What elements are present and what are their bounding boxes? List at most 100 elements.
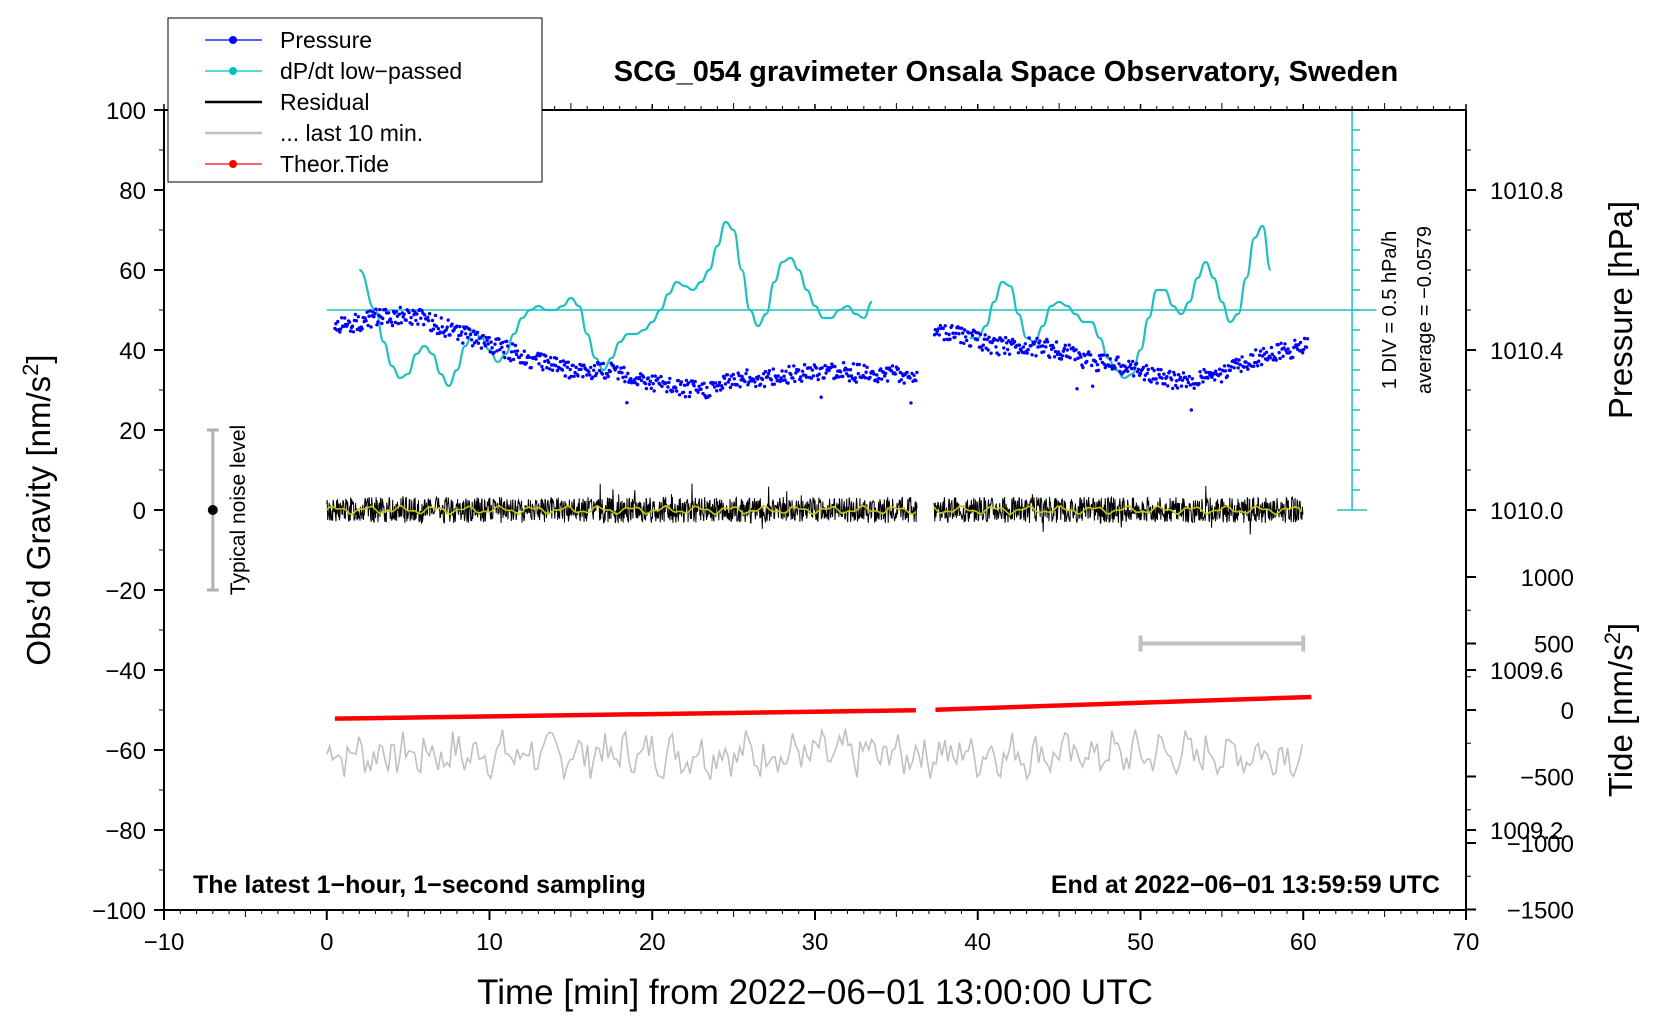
pressure-point	[787, 364, 791, 369]
y-tick-label: −60	[105, 738, 146, 765]
pressure-point	[947, 332, 951, 337]
pressure-point	[1190, 377, 1195, 381]
pressure-point	[598, 362, 603, 366]
pressure-point	[404, 318, 408, 322]
pressure-point	[905, 370, 909, 375]
pressure-point	[800, 369, 805, 373]
pressure-point	[1183, 375, 1188, 379]
pressure-point	[495, 349, 499, 353]
y-axis-label-tide: Tide [nm/s2]	[1600, 623, 1640, 797]
pressure-point	[1180, 378, 1185, 382]
pressure-point	[565, 365, 569, 369]
pressure-point	[554, 356, 559, 361]
pressure-point	[399, 321, 403, 325]
pressure-point	[957, 332, 961, 336]
tide-tick-label: 500	[1534, 632, 1574, 659]
pressure-point	[876, 380, 880, 384]
pressure-point	[415, 312, 419, 316]
legend-label: dP/dt low−passed	[280, 58, 462, 84]
pressure-point	[1144, 363, 1149, 368]
pressure-point	[982, 337, 986, 341]
pressure-point	[455, 324, 459, 328]
pressure-point	[748, 375, 752, 380]
pressure-point	[347, 320, 352, 324]
series-tide	[334, 708, 916, 721]
pressure-point	[470, 344, 475, 348]
pressure-point	[479, 346, 484, 350]
pressure-point	[356, 315, 360, 319]
pressure-point	[460, 330, 464, 334]
pressure-point	[469, 338, 474, 342]
pressure-point	[1154, 377, 1158, 381]
pressure-point	[412, 313, 416, 317]
pressure-point	[368, 309, 372, 313]
pressure-point	[725, 373, 730, 377]
pressure-point	[754, 384, 758, 389]
pressure-point	[883, 374, 887, 378]
pressure-point	[375, 323, 379, 327]
pressure-point	[434, 324, 439, 328]
pressure-point	[481, 333, 485, 338]
pressure-point	[975, 338, 980, 342]
pressure-point	[839, 370, 843, 374]
pressure-point	[1138, 371, 1143, 376]
axes: −10 0 10 20 30 40 50 60 70100806040200−20−40−60−…	[92, 98, 1574, 956]
pressure-point	[1176, 373, 1181, 377]
pressure-point	[517, 355, 522, 360]
pressure-point	[419, 316, 423, 320]
pressure-point	[1257, 359, 1261, 363]
pressure-point	[1213, 378, 1217, 382]
pressure-point	[475, 330, 480, 335]
legend-marker	[229, 36, 237, 44]
pressure-point	[779, 376, 783, 380]
pressure-point	[1219, 380, 1224, 384]
pressure-point	[1197, 381, 1201, 386]
pressure-point	[450, 322, 454, 326]
pressure-point	[1131, 359, 1135, 364]
pressure-point	[651, 382, 655, 386]
pressure-point	[351, 330, 356, 334]
pressure-point	[1034, 354, 1038, 358]
pressure-point	[1016, 351, 1021, 355]
pressure-point	[1187, 374, 1192, 379]
x-tick-label: 60	[1290, 929, 1317, 956]
pressure-point	[589, 365, 593, 370]
pressure-point	[791, 376, 795, 380]
tide-tick-label: 1000	[1521, 565, 1574, 592]
pressure-point	[488, 350, 492, 354]
pressure-point	[848, 368, 853, 372]
pressure-tick-label: 1009.6	[1490, 658, 1563, 685]
pressure-point	[1132, 366, 1137, 370]
pressure-point	[1236, 366, 1240, 370]
pressure-point	[489, 340, 493, 344]
pressure-point	[1226, 364, 1231, 368]
pressure-point	[864, 370, 868, 374]
pressure-point	[708, 394, 712, 398]
pressure-point	[340, 316, 344, 320]
pressure-point	[376, 320, 380, 324]
pressure-point	[1162, 372, 1166, 376]
pressure-point	[717, 383, 721, 388]
pressure-point	[464, 332, 468, 336]
pressure-point	[1240, 355, 1244, 359]
pressure-point	[677, 393, 682, 397]
pressure-point	[994, 345, 998, 349]
pressure-point	[915, 370, 919, 375]
pressure-point	[1038, 339, 1042, 343]
pressure-point	[970, 333, 975, 338]
pressure-point	[506, 344, 510, 348]
pressure-point	[1200, 375, 1204, 380]
pressure-point	[1254, 348, 1258, 352]
pressure-point	[438, 330, 442, 334]
pressure-point	[746, 383, 750, 387]
pressure-point	[1286, 347, 1290, 351]
annotation-end-time: End at 2022−06−01 13:59:59 UTC	[1051, 871, 1440, 899]
pressure-point	[541, 368, 545, 372]
tide-tick-label: −500	[1520, 765, 1574, 792]
pressure-point	[942, 338, 946, 342]
pressure-point	[626, 371, 630, 376]
pressure-point	[1105, 353, 1110, 358]
pressure-point	[1276, 343, 1280, 347]
pressure-point	[579, 367, 583, 372]
y-axis-label-pressure: Pressure [hPa]	[1602, 201, 1639, 419]
